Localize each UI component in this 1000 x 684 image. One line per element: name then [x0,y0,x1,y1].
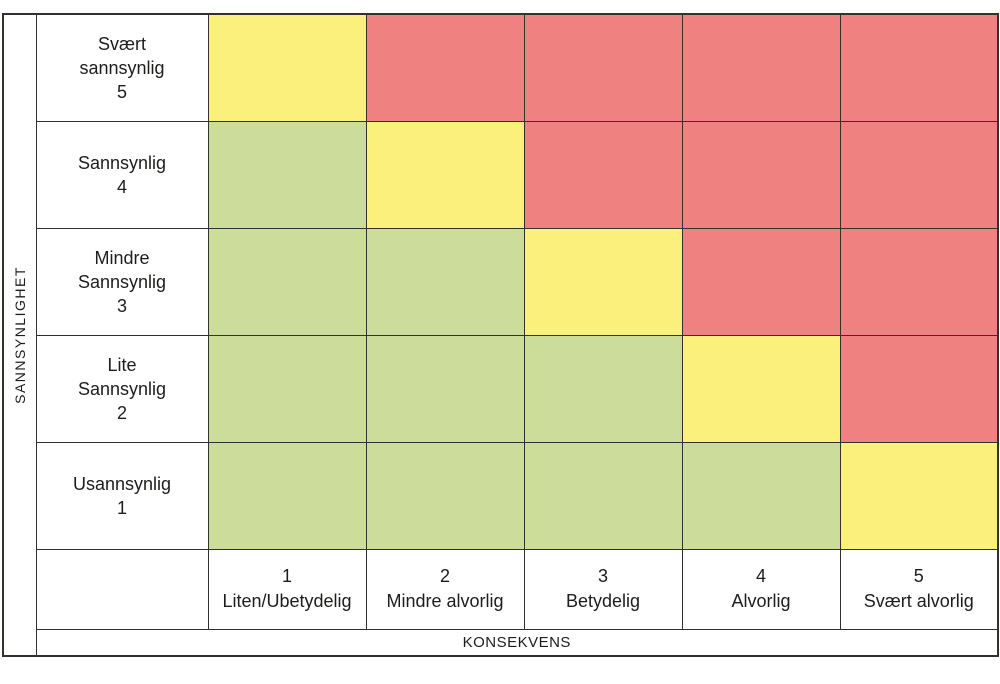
row-label-text: Sannsynlig [77,152,167,173]
col-header-value: 4 [755,566,766,586]
risk-cell-p5-c2 [365,13,525,122]
risk-cell-p1-c1 [207,441,367,550]
risk-cell-p5-c1 [207,13,367,122]
col-header-5: 5 Svært alvorlig [839,548,999,630]
row-label-text: Lite Sannsynlig [77,354,167,399]
risk-matrix-table: SANNSYNLIGHET Svært sannsynlig 5 Sannsyn… [2,13,999,657]
col-header-value: 5 [913,566,924,586]
col-header-text: Mindre alvorlig [386,591,504,611]
risk-cell-p3-c3 [523,227,683,336]
y-axis-title: SANNSYNLIGHET [11,266,28,404]
col-header-3: 3 Betydelig [523,548,683,630]
row-label-lite-sannsynlig: Lite Sannsynlig 2 [35,334,209,443]
col-header-value: 1 [281,566,292,586]
col-header-text: Svært alvorlig [863,591,974,611]
risk-cell-p4-c5 [839,120,999,229]
col-header-value: 2 [439,566,450,586]
risk-cell-p1-c4 [681,441,841,550]
risk-cell-p3-c4 [681,227,841,336]
row-label-svaert-sannsynlig: Svært sannsynlig 5 [35,13,209,122]
row-label-mindre-sannsynlig: Mindre Sannsynlig 3 [35,227,209,336]
col-header-text: Liten/Ubetydelig [222,591,352,611]
col-header-text: Alvorlig [731,591,791,611]
col-header-value: 3 [597,566,608,586]
risk-cell-p1-c5 [839,441,999,550]
matrix-row-3: Mindre Sannsynlig 3 [3,227,999,336]
row-label-value: 5 [116,81,127,102]
risk-cell-p2-c4 [681,334,841,443]
x-axis-title: KONSEKVENS [35,628,999,657]
x-axis-title-row: KONSEKVENS [3,628,999,657]
col-header-1: 1 Liten/Ubetydelig [207,548,367,630]
risk-cell-p2-c1 [207,334,367,443]
risk-cell-p5-c5 [839,13,999,122]
row-label-text: Usannsynlig [72,473,172,494]
risk-cell-p1-c3 [523,441,683,550]
risk-cell-p2-c2 [365,334,525,443]
row-label-value: 4 [116,176,127,197]
risk-cell-p5-c4 [681,13,841,122]
risk-cell-p4-c2 [365,120,525,229]
risk-cell-p4-c1 [207,120,367,229]
row-label-value: 2 [116,402,127,423]
col-header-4: 4 Alvorlig [681,548,841,630]
row-label-text: Mindre Sannsynlig [77,247,167,292]
row-label-usannsynlig: Usannsynlig 1 [35,441,209,550]
risk-cell-p4-c4 [681,120,841,229]
risk-cell-p4-c3 [523,120,683,229]
risk-cell-p5-c3 [523,13,683,122]
corner-empty-cell [35,548,209,630]
matrix-row-1: Usannsynlig 1 [3,441,999,550]
matrix-row-4: Sannsynlig 4 [3,120,999,229]
matrix-row-5: SANNSYNLIGHET Svært sannsynlig 5 [2,13,999,657]
row-label-value: 3 [116,295,127,316]
risk-cell-p2-c5 [839,334,999,443]
row-label-value: 1 [116,497,127,518]
row-label-text: Svært sannsynlig [79,33,165,78]
col-header-2: 2 Mindre alvorlig [365,548,525,630]
column-header-row: 1 Liten/Ubetydelig 2 Mindre alvorlig 3 B… [3,548,999,630]
risk-cell-p1-c2 [365,441,525,550]
matrix-row-2: Lite Sannsynlig 2 [3,334,999,443]
row-label-sannsynlig: Sannsynlig 4 [35,120,209,229]
col-header-text: Betydelig [565,591,641,611]
risk-cell-p3-c5 [839,227,999,336]
risk-cell-p2-c3 [523,334,683,443]
risk-cell-p3-c1 [207,227,367,336]
y-axis-title-cell: SANNSYNLIGHET [2,13,37,657]
risk-cell-p3-c2 [365,227,525,336]
